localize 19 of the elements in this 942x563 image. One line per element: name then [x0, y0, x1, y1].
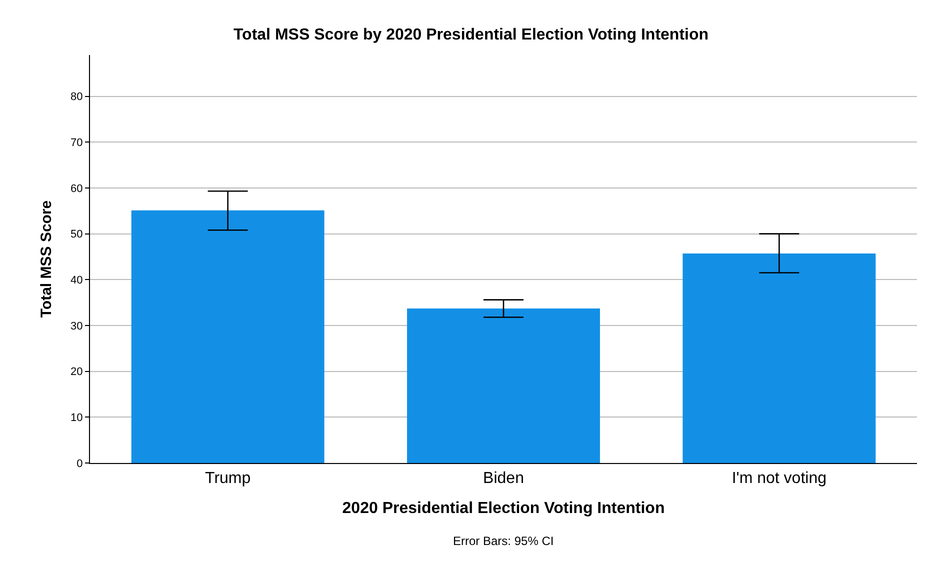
y-tick-label: 10	[70, 412, 83, 424]
x-axis-title: 2020 Presidential Election Voting Intention	[342, 500, 665, 517]
chart-title: Total MSS Score by 2020 Presidential Election Voting Intention	[233, 26, 709, 44]
x-tick-label: Biden	[483, 470, 524, 488]
x-tick-label: I'm not voting	[732, 470, 826, 488]
y-tick-label: 70	[70, 136, 83, 149]
y-tick-label: 40	[70, 274, 83, 286]
y-axis-title: Total MSS Score	[38, 200, 55, 318]
y-tick-label: 30	[70, 320, 83, 332]
bar	[131, 210, 324, 463]
text: Error Bars: 95% CI	[453, 534, 554, 548]
y-tick-label: 20	[70, 366, 83, 378]
y-tick-label: 60	[70, 182, 83, 195]
x-tick-label: Trump	[205, 470, 251, 488]
y-tick-label: 0	[76, 458, 83, 470]
bar	[682, 254, 876, 463]
y-tick-label: 80	[70, 91, 83, 104]
y-tick-label: 50	[70, 228, 83, 241]
bar	[407, 308, 600, 463]
